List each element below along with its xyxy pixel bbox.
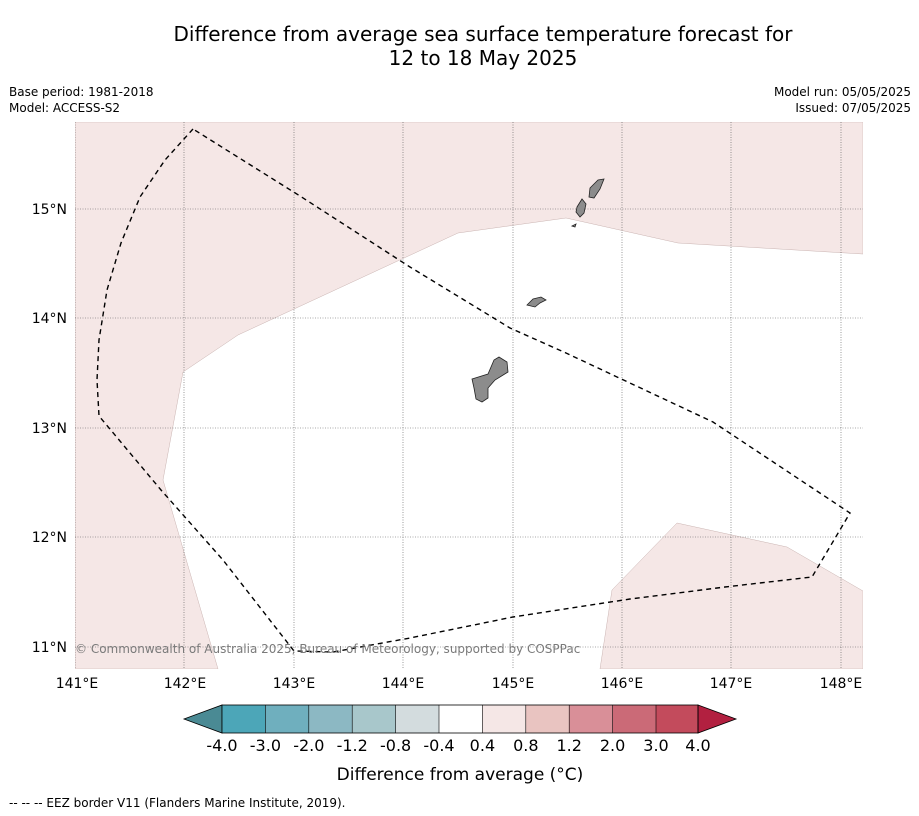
colorbar-segment-4: [395, 705, 439, 733]
colorbar-segment-0: [222, 705, 266, 733]
colorbar-segment-5: [439, 705, 483, 733]
lon-label-148: 148°E: [820, 676, 863, 692]
base-period-text: Base period: 1981-2018: [9, 85, 154, 99]
lat-label-11: 11°N: [32, 640, 67, 656]
title-line-1: Difference from average sea surface temp…: [173, 22, 793, 46]
colorbar-label-6: 0.4: [470, 736, 495, 755]
lon-label-145: 145°E: [492, 676, 535, 692]
colorbar-dividers: [265, 705, 657, 733]
meta-left: Base period: 1981-2018 Model: ACCESS-S2: [9, 84, 154, 116]
lat-label-12: 12°N: [32, 530, 67, 546]
aguijan-island: [570, 223, 577, 228]
colorbar-label-5: -0.4: [423, 736, 454, 755]
eez-border: [96, 128, 851, 653]
colorbar-label-8: 1.2: [556, 736, 581, 755]
colorbar-label-3: -1.2: [337, 736, 368, 755]
lon-label-144: 144°E: [382, 676, 425, 692]
colorbar-frame: [221, 704, 699, 734]
colorbar-segment-6: [482, 705, 526, 733]
gridlines: [75, 122, 863, 669]
rota-island: [526, 296, 547, 308]
longitude-labels: 141°E 142°E 143°E 144°E 145°E 146°E 147°…: [56, 676, 863, 692]
map-area: [75, 122, 863, 669]
copyright-text: © Commonwealth of Australia 2025, Bureau…: [75, 642, 580, 656]
title-line-2: 12 to 18 May 2025: [388, 46, 578, 70]
anomaly-region-north: [75, 122, 863, 669]
colorbar-segment-9: [612, 705, 656, 733]
lat-label-14: 14°N: [32, 311, 67, 327]
lon-label-141: 141°E: [56, 676, 99, 692]
colorbar-segment-3: [352, 705, 396, 733]
latitude-labels: 11°N 12°N 13°N 14°N 15°N: [32, 202, 67, 656]
colorbar-segment-1: [265, 705, 309, 733]
tinian-island: [575, 198, 587, 218]
colorbar-segment-7: [525, 705, 570, 733]
footer-legend-note: -- -- -- EEZ border V11 (Flanders Marine…: [9, 796, 346, 810]
issued-text: Issued: 07/05/2025: [795, 101, 911, 115]
saipan-island: [588, 178, 605, 199]
meta-right: Model run: 05/05/2025 Issued: 07/05/2025: [774, 84, 911, 116]
colorbar-extend-high: [697, 704, 738, 734]
colorbar-label-9: 2.0: [600, 736, 625, 755]
colorbar: -4.0 -3.0 -2.0 -1.2 -0.8 -0.4 0.4 0.8 1.…: [182, 704, 738, 785]
colorbar-label-10: 3.0: [643, 736, 668, 755]
colorbar-label-1: -3.0: [250, 736, 281, 755]
lat-label-13: 13°N: [32, 421, 67, 437]
colorbar-segment-8: [569, 705, 613, 733]
lon-label-142: 142°E: [164, 676, 207, 692]
lon-label-146: 146°E: [601, 676, 644, 692]
guam-island: [471, 356, 509, 403]
colorbar-segment-10: [656, 705, 698, 733]
lon-label-143: 143°E: [273, 676, 316, 692]
lon-label-147: 147°E: [710, 676, 753, 692]
chart-title: Difference from average sea surface temp…: [0, 22, 919, 70]
colorbar-segment-2: [308, 705, 353, 733]
model-run-text: Model run: 05/05/2025: [773, 85, 911, 99]
colorbar-label-4: -0.8: [380, 736, 411, 755]
colorbar-title: Difference from average (°C): [337, 765, 584, 785]
colorbar-label-0: -4.0: [206, 736, 237, 755]
colorbar-label-2: -2.0: [293, 736, 324, 755]
colorbar-label-7: 0.8: [513, 736, 538, 755]
islands: [471, 178, 605, 403]
colorbar-label-11: 4.0: [685, 736, 710, 755]
model-text: Model: ACCESS-S2: [9, 101, 121, 115]
anomaly-region-southeast: [599, 522, 863, 669]
lat-label-15: 15°N: [32, 202, 67, 218]
colorbar-extend-low: [182, 704, 223, 734]
